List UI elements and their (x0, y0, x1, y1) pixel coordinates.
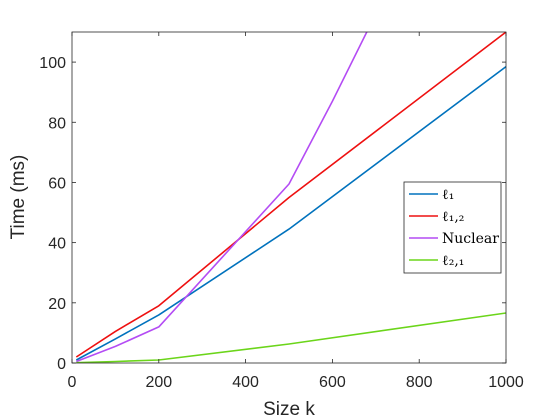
series-line-1 (75, 32, 506, 358)
series-line-2 (76, 32, 368, 363)
legend-label-2: Nuclear (442, 231, 499, 247)
y-tick-label: 100 (39, 55, 66, 72)
series-line-0 (75, 65, 506, 361)
legend-label-1: ℓ₁,₂ (442, 209, 464, 225)
y-tick-label: 60 (48, 175, 66, 192)
y-tick-label: 20 (48, 296, 66, 313)
x-tick-label: 1000 (488, 374, 524, 391)
x-tick-label: 0 (68, 374, 77, 391)
x-tick-label: 400 (232, 374, 259, 391)
y-tick-label: 40 (48, 236, 66, 253)
x-axis-title: Size k (263, 399, 315, 420)
tick-layer: 0 200 400 600 800 1000 0 20 40 60 80 100 (39, 32, 524, 391)
x-tick-label: 600 (319, 374, 346, 391)
legend: ℓ₁ ℓ₁,₂ Nuclear ℓ₂,₁ (403, 181, 502, 274)
x-tick-label: 200 (145, 374, 172, 391)
x-tick-label: 800 (406, 374, 433, 391)
legend-label-3: ℓ₂,₁ (442, 253, 464, 269)
plot-frame (71, 31, 507, 364)
y-tick-label: 80 (48, 115, 66, 132)
legend-label-0: ℓ₁ (442, 187, 454, 203)
y-axis-title: Time (ms) (8, 155, 29, 240)
legend-box (403, 181, 502, 274)
y-tick-label: 0 (57, 356, 66, 373)
